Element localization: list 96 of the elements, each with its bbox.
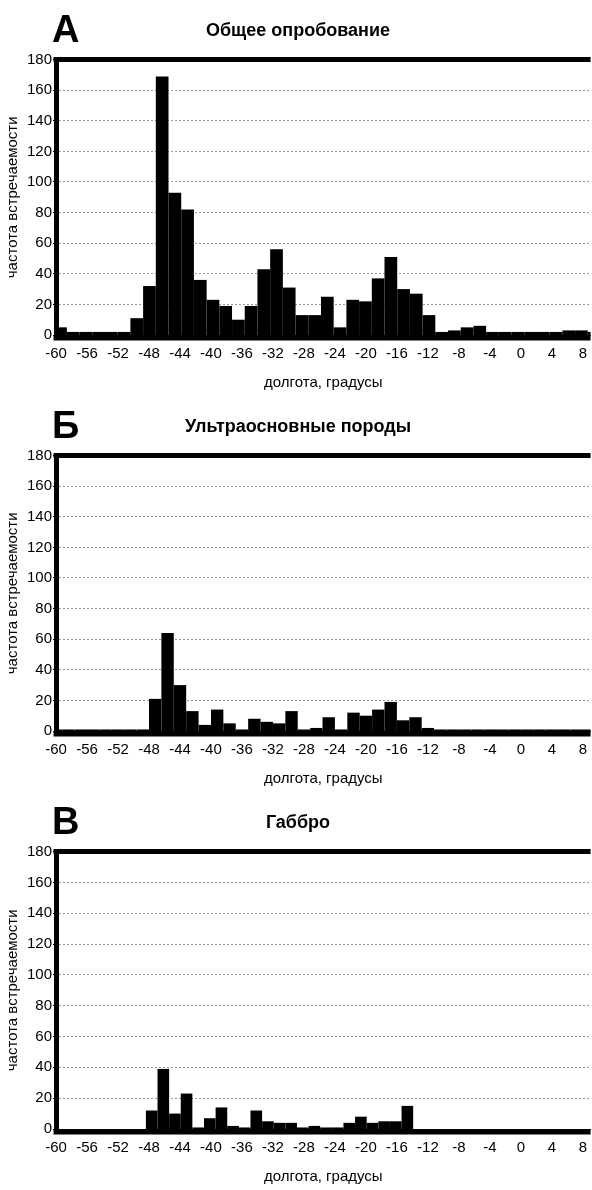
x-tick-label: -28 [293, 740, 315, 758]
y-tick-label: 0 [43, 1119, 53, 1137]
y-tick-label: 120 [27, 537, 53, 555]
y-tick-label: 80 [35, 598, 53, 616]
x-tick-label: -24 [324, 740, 346, 758]
x-tick-label: -8 [452, 740, 466, 758]
y-tick-label: 180 [27, 445, 53, 463]
y-tick-label: 160 [27, 476, 53, 494]
x-tick-label: -40 [200, 1138, 222, 1156]
y-tick-label: 100 [27, 965, 53, 983]
x-tick-label: -44 [169, 740, 191, 758]
y-tick-label: 160 [27, 80, 53, 98]
x-tick-label: -36 [231, 1138, 253, 1156]
text: В [52, 799, 80, 842]
chart-title: Ультраосновные породы [184, 415, 412, 436]
y-tick-label: 80 [35, 995, 53, 1013]
x-tick-label: -32 [262, 1138, 284, 1156]
x-tick-label: -32 [262, 740, 284, 758]
x-tick-label: -60 [45, 1138, 67, 1156]
y-axis-title: частота встречаемости [3, 909, 21, 1072]
y-tick-label: 180 [27, 49, 53, 67]
y-tick-label: 0 [43, 721, 53, 739]
y-tick-label: 140 [27, 506, 53, 524]
x-tick-label: -40 [200, 740, 222, 758]
x-tick-label: -4 [483, 740, 497, 758]
y-tick-label: 80 [35, 202, 53, 220]
y-tick-label: 40 [35, 659, 53, 677]
x-axis-title: долгота, градусы [264, 373, 383, 391]
x-tick-label: -36 [231, 344, 253, 362]
x-axis-title: долгота, градусы [264, 1167, 383, 1185]
x-tick-label: -44 [169, 1138, 191, 1156]
y-tick-label: 100 [27, 568, 53, 586]
y-tick-label: 160 [27, 872, 53, 890]
x-tick-label: -16 [386, 1138, 408, 1156]
x-tick-label: -60 [45, 740, 67, 758]
x-tick-label: 0 [516, 1138, 526, 1156]
x-tick-label: -32 [262, 344, 284, 362]
x-tick-label: -24 [324, 344, 346, 362]
y-tick-label: 140 [27, 110, 53, 128]
text: Б [52, 403, 80, 446]
y-tick-label: 100 [27, 172, 53, 190]
x-tick-label: 8 [578, 740, 587, 758]
x-tick-label: 4 [547, 344, 557, 362]
y-tick-label: 20 [35, 294, 53, 312]
chart-title: Габбро [265, 811, 331, 832]
x-tick-label: -52 [107, 740, 129, 758]
y-tick-label: 60 [35, 233, 53, 251]
x-tick-label: -8 [452, 344, 466, 362]
x-tick-label: -16 [386, 740, 408, 758]
x-tick-label: -12 [417, 740, 439, 758]
x-axis-title: долгота, градусы [264, 769, 383, 787]
text: А [52, 7, 80, 50]
y-tick-label: 20 [35, 690, 53, 708]
x-tick-label: -8 [452, 1138, 466, 1156]
chart-title: Общее опробование [205, 19, 391, 40]
x-tick-label: -40 [200, 344, 222, 362]
x-tick-label: -44 [169, 344, 191, 362]
x-tick-label: -28 [293, 344, 315, 362]
x-tick-label: -16 [386, 344, 408, 362]
x-tick-label: -20 [355, 344, 377, 362]
y-tick-label: 0 [43, 325, 53, 343]
x-tick-label: -4 [483, 344, 497, 362]
y-axis-title: частота встречаемости [3, 116, 21, 279]
x-tick-label: -4 [483, 1138, 497, 1156]
x-tick-label: -36 [231, 740, 253, 758]
x-tick-label: -60 [45, 344, 67, 362]
y-tick-label: 140 [27, 903, 53, 921]
y-tick-label: 120 [27, 141, 53, 159]
x-tick-label: -56 [76, 344, 98, 362]
x-tick-label: 0 [516, 740, 526, 758]
x-tick-label: -12 [417, 1138, 439, 1156]
y-tick-label: 20 [35, 1088, 53, 1106]
x-tick-label: -52 [107, 344, 129, 362]
x-tick-label: 8 [578, 1138, 587, 1156]
y-tick-label: 40 [35, 263, 53, 281]
x-tick-label: -20 [355, 1138, 377, 1156]
y-tick-label: 60 [35, 1026, 53, 1044]
x-tick-label: -20 [355, 740, 377, 758]
x-tick-label: -12 [417, 344, 439, 362]
x-tick-label: -56 [76, 1138, 98, 1156]
y-tick-label: 40 [35, 1057, 53, 1075]
y-tick-label: 120 [27, 934, 53, 952]
y-tick-label: 60 [35, 629, 53, 647]
x-tick-label: -56 [76, 740, 98, 758]
x-tick-label: 4 [547, 740, 557, 758]
x-tick-label: -48 [138, 344, 160, 362]
x-tick-label: -48 [138, 1138, 160, 1156]
x-tick-label: -24 [324, 1138, 346, 1156]
x-tick-label: 4 [547, 1138, 557, 1156]
x-tick-label: 0 [516, 344, 526, 362]
x-tick-label: 8 [578, 344, 587, 362]
x-tick-label: -52 [107, 1138, 129, 1156]
y-tick-label: 180 [27, 841, 53, 859]
y-axis-title: частота встречаемости [3, 512, 21, 675]
x-tick-label: -28 [293, 1138, 315, 1156]
x-tick-label: -48 [138, 740, 160, 758]
